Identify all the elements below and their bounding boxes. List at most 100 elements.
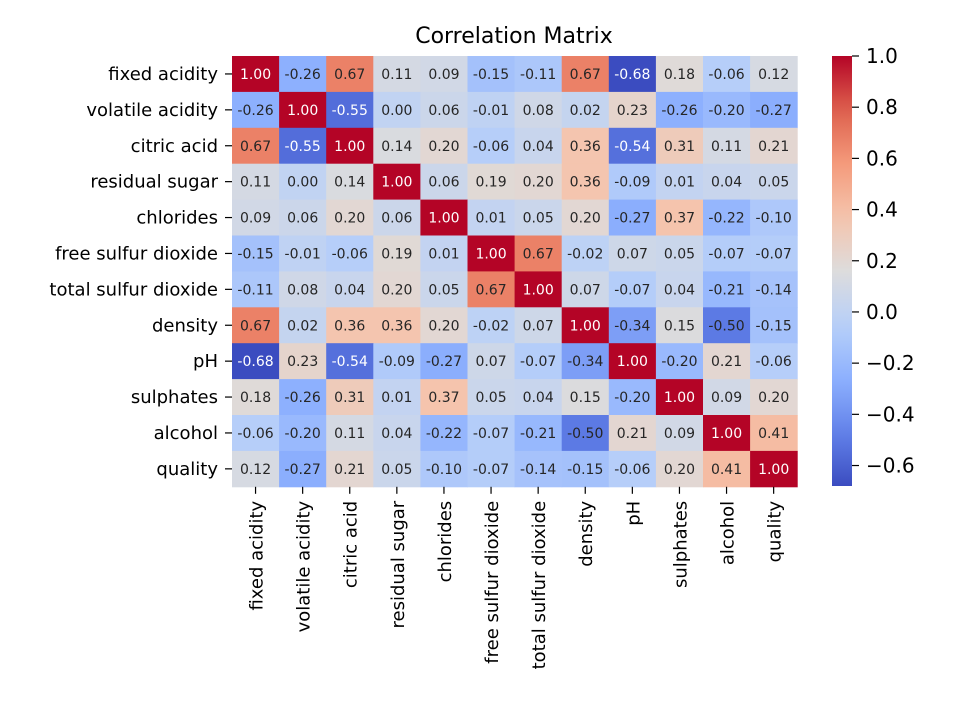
cell-value-label: 0.21 (334, 462, 365, 478)
heatmap-cell-fixed-acidity-chlorides (420, 56, 468, 93)
cell-value-label: 0.20 (664, 462, 695, 478)
colorbar-tick-label: 0.6 (866, 146, 898, 170)
heatmap-cell-density-ph (608, 307, 657, 344)
cell-value-label: -0.07 (473, 426, 509, 442)
heatmap-cell-residual-sugar-quality (750, 163, 798, 201)
cell-value-label: 0.05 (758, 175, 789, 191)
heatmap-cell-total-sulfur-dioxide-sulphates (655, 271, 704, 308)
heatmap-cell-volatile-acidity-residual-sugar (373, 91, 421, 129)
cell-value-label: -0.07 (614, 282, 650, 298)
heatmap-cell-ph-fixed-acidity (232, 343, 280, 380)
heatmap-cell-residual-sugar-chlorides (420, 163, 468, 201)
y-tick-label-free-sulfur-dioxide: free sulfur dioxide (55, 243, 218, 264)
heatmap-cell-residual-sugar-volatile-acidity (279, 163, 327, 201)
cell-value-label: 0.21 (711, 354, 742, 370)
heatmap-cell-fixed-acidity-free-sulfur-dioxide (467, 56, 516, 93)
cell-value-label: 0.04 (664, 282, 695, 298)
heatmap-cell-total-sulfur-dioxide-citric-acid (326, 271, 374, 308)
y-tick-label-sulphates: sulphates (131, 387, 218, 408)
cell-value-label: 0.04 (523, 139, 554, 155)
cell-value-label: -0.09 (379, 354, 415, 370)
heatmap-cell-free-sulfur-dioxide-fixed-acidity (232, 235, 280, 272)
heatmap-cell-volatile-acidity-chlorides (420, 91, 468, 129)
cell-value-label: 0.20 (428, 139, 459, 155)
heatmap-cell-fixed-acidity-sulphates (655, 56, 704, 93)
heatmap-cell-quality-total-sulfur-dioxide (514, 450, 563, 488)
cell-value-label: 1.00 (758, 462, 789, 478)
heatmap-cell-fixed-acidity-residual-sugar (373, 56, 421, 93)
heatmap-cell-sulphates-ph (608, 379, 657, 416)
heatmap-cell-alcohol-quality (750, 415, 798, 452)
heatmap-cell-citric-acid-density (561, 127, 610, 165)
cell-value-label: 0.20 (381, 282, 412, 298)
heatmap-cell-ph-citric-acid (326, 343, 374, 380)
heatmap-cell-free-sulfur-dioxide-free-sulfur-dioxide (467, 235, 516, 272)
x-tick-label-ph: pH (623, 501, 644, 526)
heatmap-cell-quality-fixed-acidity (232, 450, 280, 488)
cell-value-label: -0.27 (614, 211, 650, 227)
cell-value-label: -0.06 (473, 139, 509, 155)
heatmap-cell-quality-citric-acid (326, 450, 374, 488)
heatmap-cell-chlorides-chlorides (420, 199, 468, 236)
heatmap-cell-sulphates-total-sulfur-dioxide (514, 379, 563, 416)
heatmap-cell-free-sulfur-dioxide-alcohol (703, 235, 751, 272)
heatmap-cell-ph-sulphates (655, 343, 704, 380)
cell-value-label: -0.09 (614, 175, 650, 191)
cell-value-label: -0.15 (473, 67, 509, 83)
heatmap-cell-ph-alcohol (703, 343, 751, 380)
heatmap-cell-chlorides-citric-acid (326, 199, 374, 236)
heatmap-cell-total-sulfur-dioxide-residual-sugar (373, 271, 421, 308)
heatmap-cell-citric-acid-residual-sugar (373, 127, 421, 165)
cell-value-label: 0.21 (617, 426, 648, 442)
cell-value-label: 0.09 (711, 390, 742, 406)
x-tick-label-citric-acid: citric acid (341, 501, 362, 588)
cell-value-label: -0.68 (614, 67, 650, 83)
cell-value-label: 0.37 (664, 211, 695, 227)
y-tick-label-ph: pH (193, 351, 218, 372)
cell-value-label: 0.04 (523, 390, 554, 406)
heatmap-cell-fixed-acidity-alcohol (703, 56, 751, 93)
x-tick-label-alcohol: alcohol (718, 501, 739, 565)
heatmap-cell-sulphates-density (561, 379, 610, 416)
heatmap-cell-density-citric-acid (326, 307, 374, 344)
y-tick-label-residual-sugar: residual sugar (90, 172, 218, 193)
chart-title: Correlation Matrix (415, 24, 613, 49)
heatmap-cell-fixed-acidity-ph (608, 56, 657, 93)
heatmap-cell-citric-acid-ph (608, 127, 657, 165)
heatmap-cell-quality-volatile-acidity (279, 450, 327, 488)
x-tick-label-total-sulfur-dioxide: total sulfur dioxide (529, 501, 550, 670)
heatmap-cell-citric-acid-total-sulfur-dioxide (514, 127, 563, 165)
cell-value-label: 0.11 (240, 175, 271, 191)
heatmap-cell-residual-sugar-density (561, 163, 610, 201)
cell-value-label: 0.04 (381, 426, 412, 442)
heatmap-cell-alcohol-alcohol (703, 415, 751, 452)
cell-value-label: -0.07 (708, 246, 744, 262)
cell-value-label: -0.68 (237, 354, 273, 370)
cell-value-label: 0.08 (287, 282, 318, 298)
cell-value-label: 0.05 (381, 462, 412, 478)
heatmap-cell-total-sulfur-dioxide-fixed-acidity (232, 271, 280, 308)
colorbar-gradient (832, 56, 852, 486)
cell-value-label: -0.21 (708, 282, 744, 298)
cell-value-label: -0.06 (237, 426, 273, 442)
cell-value-label: 0.07 (475, 354, 506, 370)
cell-value-label: 0.21 (758, 139, 789, 155)
heatmap-cell-volatile-acidity-volatile-acidity (279, 91, 327, 129)
cell-value-label: 0.04 (711, 175, 742, 191)
cell-value-label: -0.26 (285, 390, 321, 406)
x-tick-labels: fixed acidity volatile acidity citric acid… (247, 486, 786, 670)
cell-value-label: 0.15 (570, 390, 601, 406)
heatmap-cell-residual-sugar-total-sulfur-dioxide (514, 163, 563, 201)
heatmap-cell-volatile-acidity-free-sulfur-dioxide (467, 91, 516, 129)
cell-value-label: 0.20 (523, 175, 554, 191)
y-tick-label-alcohol: alcohol (154, 423, 218, 444)
colorbar-tick-label: 0.2 (866, 249, 898, 273)
heatmap-cell-total-sulfur-dioxide-quality (750, 271, 798, 308)
heatmap-cell-fixed-acidity-volatile-acidity (279, 56, 327, 93)
x-tick-label-chlorides: chlorides (435, 501, 456, 583)
heatmap-cell-quality-ph (608, 450, 657, 488)
cell-value-label: 1.00 (523, 282, 554, 298)
heatmap-cell-volatile-acidity-ph (608, 91, 657, 129)
heatmap-cell-total-sulfur-dioxide-total-sulfur-dioxide (514, 271, 563, 308)
